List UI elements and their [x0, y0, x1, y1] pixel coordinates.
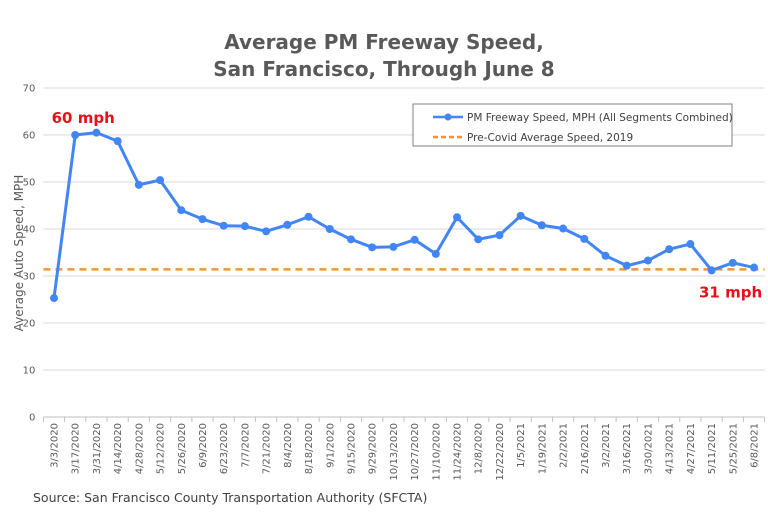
- x-tick-label: 6/23/2020: [219, 423, 230, 474]
- data-point: [219, 221, 228, 230]
- data-point: [410, 235, 419, 244]
- legend-label-series: PM Freeway Speed, MPH (All Segments Comb…: [467, 112, 733, 124]
- data-point: [665, 245, 674, 254]
- data-point: [431, 249, 440, 258]
- x-tick-label: 4/27/2021: [686, 423, 697, 474]
- data-point: [580, 234, 589, 243]
- x-tick-label: 10/27/2020: [410, 423, 421, 481]
- data-point: [622, 261, 631, 270]
- series-line: [52, 131, 755, 299]
- data-point: [283, 220, 292, 229]
- data-point: [198, 215, 207, 224]
- x-tick-label: 10/13/2020: [389, 423, 400, 481]
- data-point: [516, 211, 525, 220]
- x-tick-label: 9/1/2020: [325, 423, 336, 468]
- data-point: [113, 137, 122, 146]
- x-tick-label: 4/14/2020: [113, 423, 124, 474]
- y-axis-label: Average Auto Speed, MPH: [12, 175, 26, 332]
- data-point: [686, 240, 695, 249]
- chart-title-line-1: Average PM Freeway Speed,: [224, 30, 544, 54]
- data-point: [177, 206, 186, 215]
- x-tick-label: 9/15/2020: [346, 423, 357, 474]
- x-tick-label: 2/16/2021: [580, 423, 591, 474]
- data-point: [559, 224, 568, 233]
- data-point: [156, 176, 165, 185]
- data-point: [92, 128, 101, 137]
- x-tick-label: 3/31/2020: [92, 423, 103, 474]
- y-tick-label: 10: [23, 366, 36, 377]
- y-tick-label: 20: [23, 319, 36, 330]
- x-tick-label: 8/18/2020: [304, 423, 315, 474]
- legend-series-marker-icon: [444, 113, 452, 121]
- source-note: Source: San Francisco County Transportat…: [33, 490, 427, 505]
- y-tick-label: 0: [29, 413, 35, 424]
- data-point: [389, 242, 398, 251]
- y-tick-label: 30: [23, 272, 36, 283]
- data-point: [240, 222, 249, 231]
- x-tick-label: 4/13/2021: [665, 423, 676, 474]
- data-point: [304, 212, 313, 221]
- x-tick-label: 3/30/2021: [643, 423, 654, 474]
- y-tick-label: 60: [23, 131, 36, 142]
- data-point: [262, 227, 271, 236]
- data-point: [346, 235, 355, 244]
- x-tick-label: 7/7/2020: [240, 423, 251, 468]
- data-point: [474, 235, 483, 244]
- x-tick-label: 11/10/2020: [431, 423, 442, 481]
- annotation-60-mph: 60 mph: [52, 109, 115, 127]
- gridlines: [43, 87, 765, 418]
- data-point: [453, 213, 462, 222]
- x-tick-label: 8/4/2020: [283, 423, 294, 468]
- x-tick-label: 7/21/2020: [262, 423, 273, 474]
- x-tick-label: 11/24/2020: [453, 423, 464, 481]
- y-axis-ticks: 0 10 20 30 40 50 60 70: [23, 84, 36, 424]
- legend-box: [412, 103, 733, 147]
- x-tick-label: 5/11/2021: [707, 423, 718, 474]
- data-point: [749, 263, 758, 272]
- data-point: [495, 231, 504, 240]
- x-tick-label: 3/3/2020: [50, 423, 61, 468]
- y-tick-label: 50: [23, 178, 36, 189]
- x-tick-label: 3/2/2021: [601, 423, 612, 468]
- x-tick-label: 6/8/2021: [749, 423, 760, 468]
- data-point: [728, 258, 737, 267]
- x-tick-label: 1/5/2021: [516, 423, 527, 468]
- data-point: [50, 294, 59, 303]
- data-point: [707, 266, 716, 275]
- chart-title-line-2: San Francisco, Through June 8: [213, 57, 554, 81]
- x-tick-label: 5/26/2020: [177, 423, 188, 474]
- speed-series: [50, 128, 758, 303]
- data-point: [71, 131, 80, 139]
- x-tick-label: 12/8/2020: [474, 423, 485, 474]
- y-tick-label: 70: [23, 84, 36, 95]
- y-tick-label: 40: [23, 225, 36, 236]
- x-tick-label: 2/2/2021: [559, 423, 570, 468]
- x-axis: 3/3/2020 3/17/2020 3/31/2020 4/14/2020 4/28/…: [42, 416, 766, 481]
- x-tick-label: 9/29/2020: [368, 423, 379, 474]
- data-point: [134, 180, 143, 189]
- x-tick-label: 6/9/2020: [198, 423, 209, 468]
- x-tick-label: 5/12/2020: [156, 423, 167, 474]
- legend: PM Freeway Speed, MPH (All Segments Comb…: [412, 103, 733, 147]
- x-tick-label: 5/25/2021: [728, 423, 739, 474]
- x-tick-label: 3/17/2020: [71, 423, 82, 474]
- x-tick-label: 12/22/2020: [495, 423, 506, 481]
- x-tick-label: 1/19/2021: [537, 423, 548, 474]
- x-tick-label: 3/16/2021: [622, 423, 633, 474]
- data-point: [601, 251, 610, 260]
- data-point: [537, 221, 546, 230]
- data-point: [368, 243, 377, 252]
- x-tick-label: 4/28/2020: [134, 423, 145, 474]
- annotation-31-mph: 31 mph: [699, 283, 762, 301]
- data-point: [643, 256, 652, 265]
- data-point: [325, 225, 334, 233]
- legend-label-baseline: Pre-Covid Average Speed, 2019: [467, 132, 633, 144]
